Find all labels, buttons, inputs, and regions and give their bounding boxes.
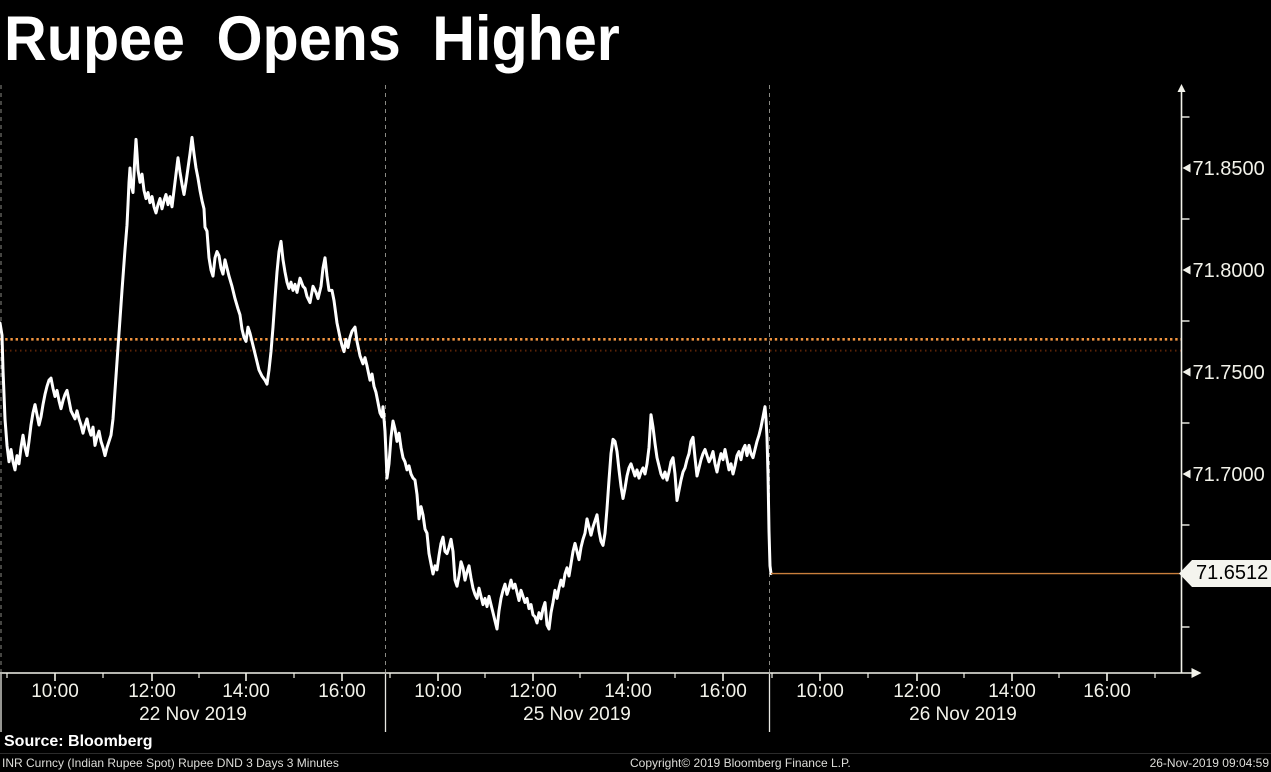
x-axis-time-label: 12:00 [128,681,176,702]
x-axis-time-label: 10:00 [414,681,462,702]
instrument-description: INR Curncy (Indian Rupee Spot) Rupee DND… [2,756,339,770]
page-title: Rupee Opens Higher [4,4,620,74]
source-label: Source: Bloomberg [4,733,153,750]
x-axis-time-label: 12:00 [893,681,941,702]
x-axis-time-label: 10:00 [796,681,844,702]
x-axis-time-label: 16:00 [318,681,366,702]
y-axis-label: 71.7500 [1193,362,1265,384]
y-axis-label: 71.8500 [1193,158,1265,180]
x-axis-time-label: 16:00 [1083,681,1131,702]
price-line [0,135,773,631]
x-axis-time-label: 14:00 [222,681,270,702]
x-axis-arrow [1191,668,1202,678]
x-axis-time-label: 16:00 [699,681,747,702]
x-axis-date-label: 26 Nov 2019 [909,704,1017,725]
y-tick-major [1182,469,1191,479]
y-axis-label: 71.8000 [1193,260,1265,282]
status-bar: INR Curncy (Indian Rupee Spot) Rupee DND… [0,753,1271,772]
y-tick-major [1182,265,1191,275]
last-price-label: 71.6512 [1179,560,1271,588]
y-axis-label: 71.7000 [1193,464,1265,486]
y-tick-major [1182,367,1191,377]
x-axis-time-label: 14:00 [604,681,652,702]
x-axis-time-label: 10:00 [31,681,79,702]
x-axis-date-label: 25 Nov 2019 [523,704,631,725]
copyright-text: Copyright© 2019 Bloomberg Finance L.P. [630,756,851,770]
y-tick-major [1182,163,1191,173]
x-axis-date-label: 22 Nov 2019 [139,704,247,725]
y-axis-arrow [1177,84,1186,92]
timestamp: 26-Nov-2019 09:04:59 [1149,756,1269,770]
x-axis-time-label: 12:00 [509,681,557,702]
x-axis-time-label: 14:00 [988,681,1036,702]
